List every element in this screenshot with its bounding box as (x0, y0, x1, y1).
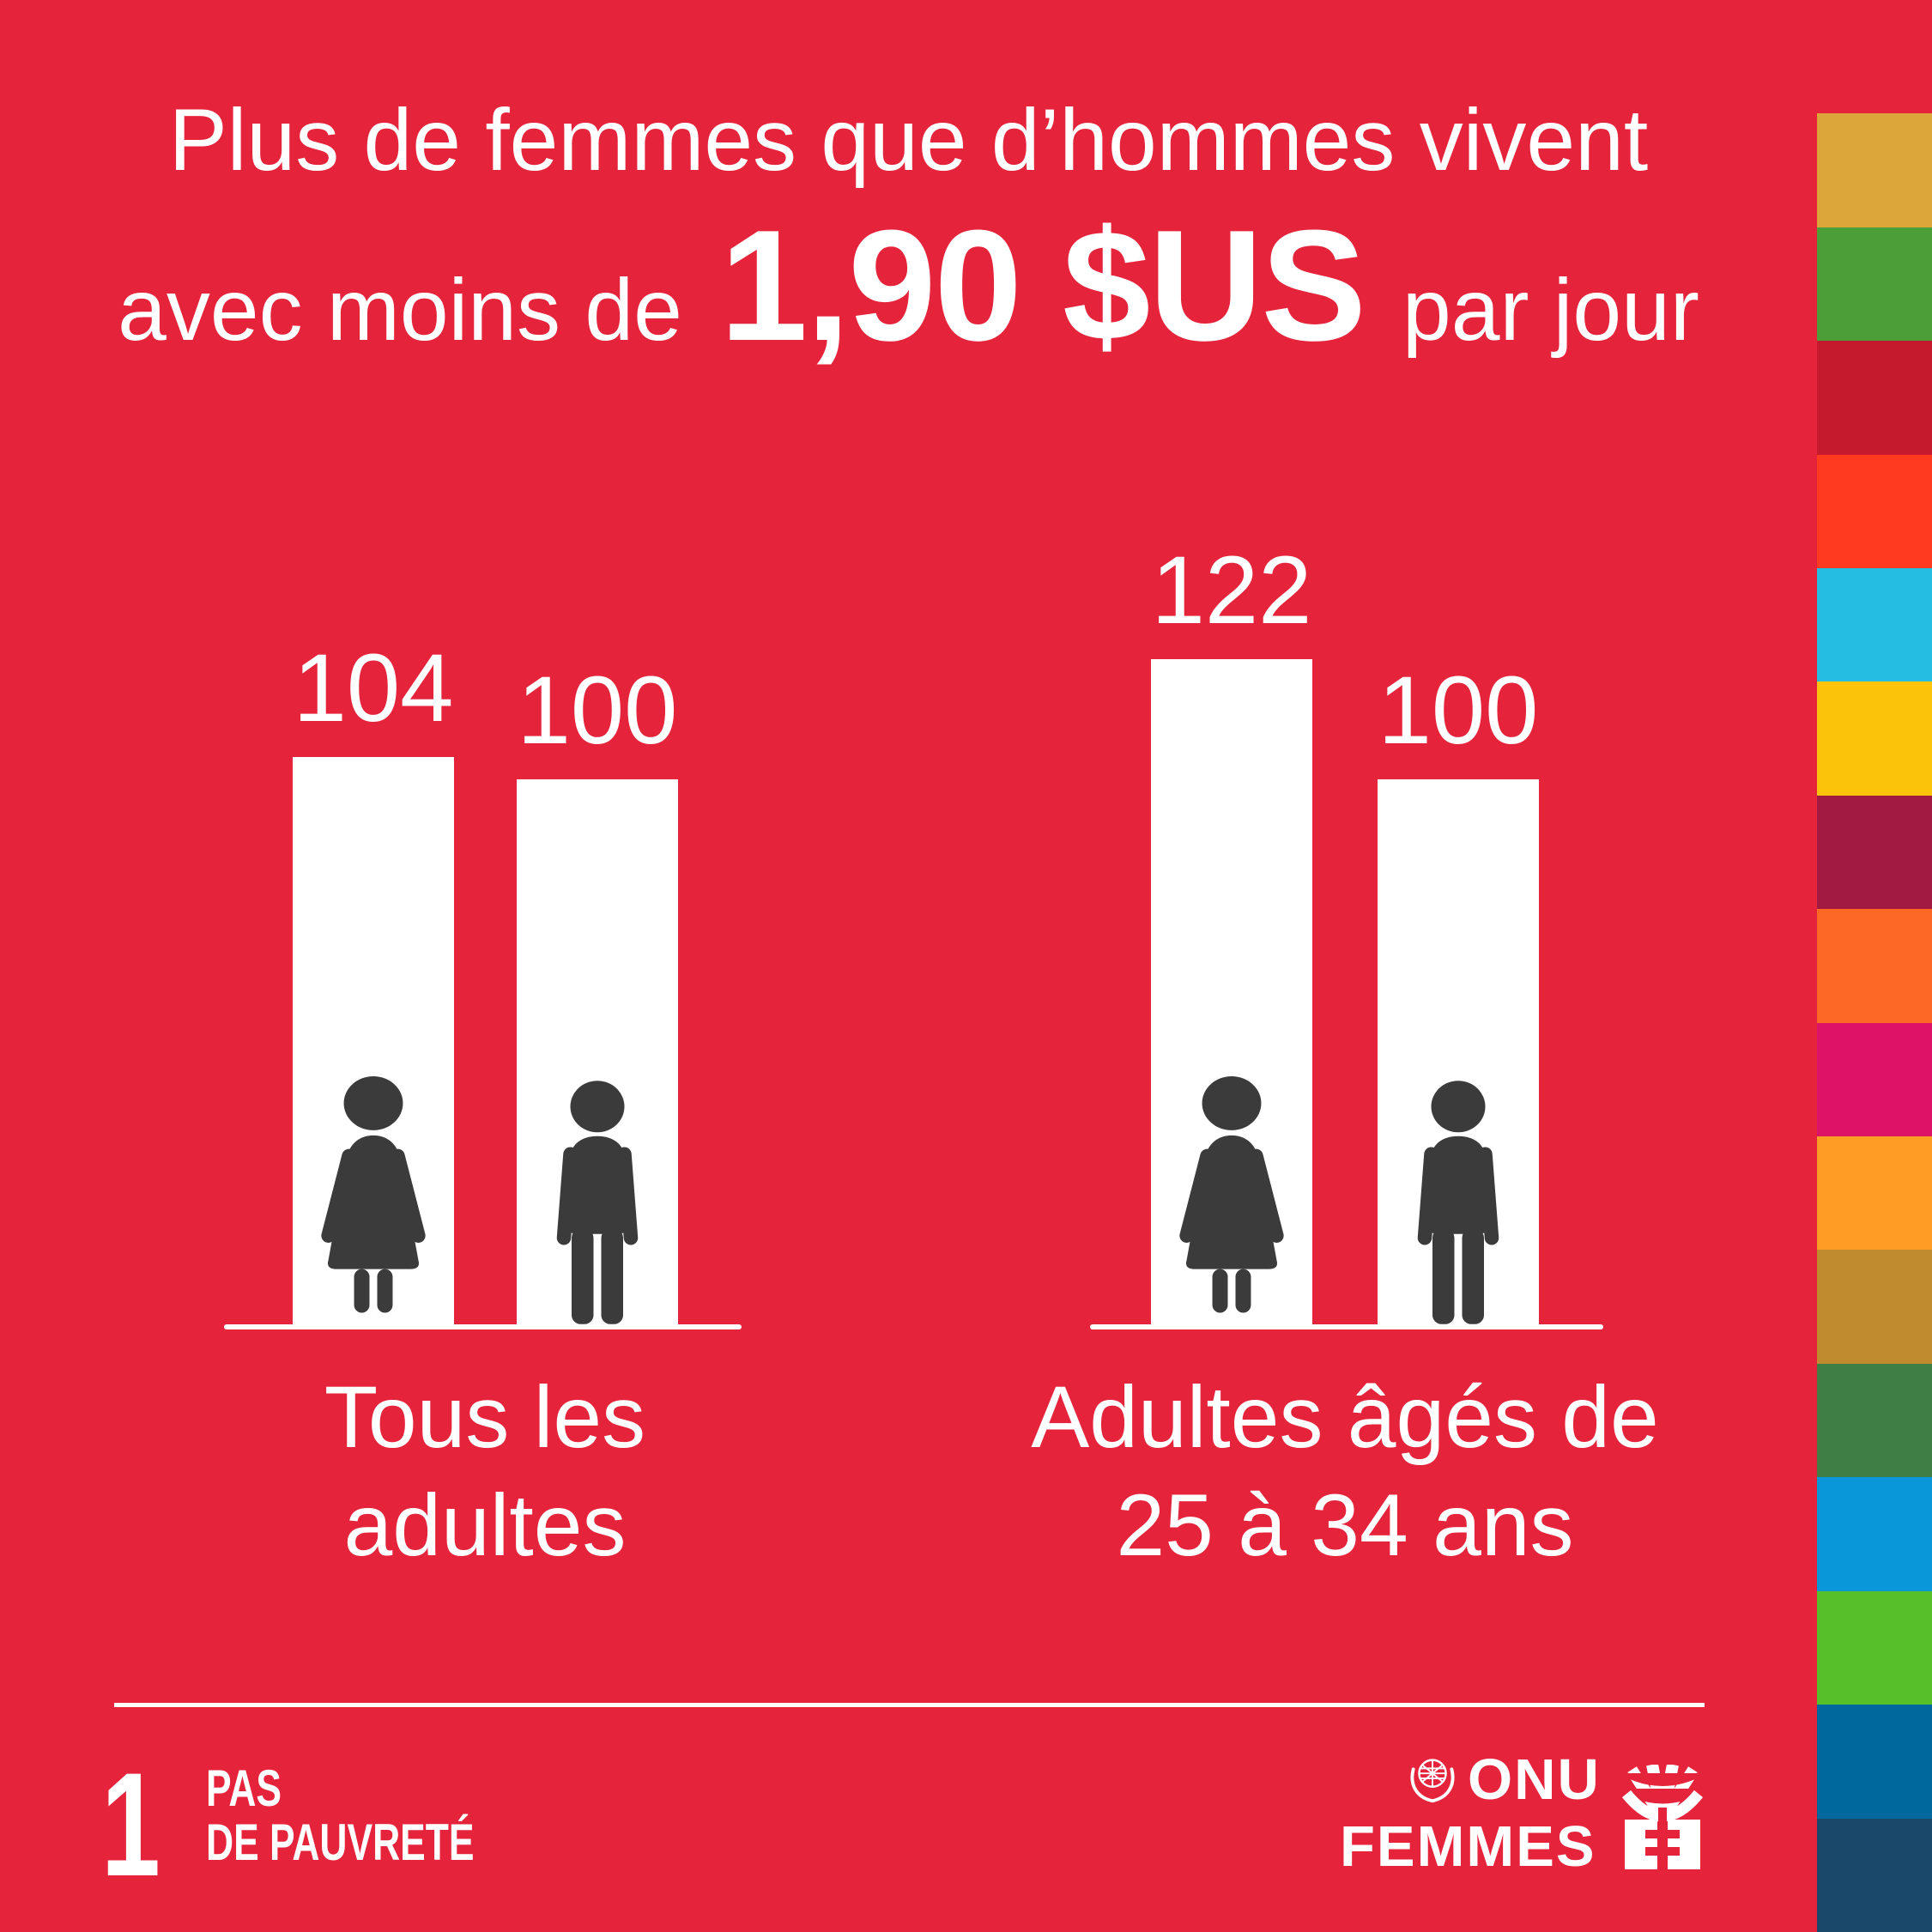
bar-column-women-25-34: 122 (1151, 542, 1312, 1327)
sdg-strip-band (1817, 1705, 1932, 1819)
sdg-strip-band (1817, 1022, 1932, 1137)
sdg-strip-band (1817, 1590, 1932, 1705)
category-label-line: adultes (343, 1476, 627, 1575)
sdg-strip-band (1817, 681, 1932, 796)
unwomen-logo-line2: FEMMES (1340, 1814, 1596, 1879)
sdg-strip-band (1817, 1363, 1932, 1478)
sdg-strip-band (1817, 1250, 1932, 1364)
man-icon (556, 1081, 639, 1324)
bar-value-label: 100 (1378, 657, 1539, 764)
title-amount-highlight: 1,90 $US (719, 197, 1366, 373)
sdg-color-strip (1817, 0, 1932, 1932)
category-label-line: 25 à 34 ans (1116, 1476, 1574, 1575)
sdg-strip-band (1817, 1818, 1932, 1932)
man-icon (1417, 1081, 1499, 1324)
sdg1-label-line1: PAS (206, 1759, 282, 1817)
title-line2-suffix: par jour (1402, 261, 1699, 359)
title-line2-prefix: avec moins de (118, 261, 682, 359)
category-label-all-adults: Tous les adultes (185, 1363, 785, 1580)
bar-women-25-34 (1151, 658, 1312, 1327)
unwomen-mark-icon (1620, 1765, 1705, 1869)
woman-icon (1179, 1076, 1284, 1313)
sdg-strip-band (1817, 341, 1932, 455)
footer-divider (114, 1703, 1705, 1707)
sdg-strip-band (1817, 113, 1932, 227)
sdg-strip-band (1817, 568, 1932, 682)
bar-value-label: 104 (293, 634, 454, 742)
category-label-25-34: Adultes âgés de 25 à 34 ans (1002, 1363, 1688, 1580)
sdg-strip-band (1817, 795, 1932, 910)
sdg1-label-line2: DE PAUVRETÉ (206, 1814, 475, 1871)
bar-value-label: 100 (517, 657, 678, 764)
sdg-strip-band (1817, 1136, 1932, 1251)
bar-men-all-adults (517, 779, 678, 1327)
bar-women-all-adults (293, 757, 454, 1327)
unwomen-logo-line1: ONU (1468, 1747, 1601, 1812)
sdg-strip-band (1817, 0, 1932, 114)
bar-column-men-all-adults: 100 (517, 663, 678, 1327)
sdg-strip-band (1817, 1477, 1932, 1591)
sdg-strip-band (1817, 454, 1932, 569)
bar-value-label: 122 (1151, 536, 1312, 644)
bar-column-women-all-adults: 104 (293, 640, 454, 1327)
category-label-line: Adultes âgés de (1031, 1368, 1659, 1466)
sdg1-label: PAS DE PAUVRETÉ (206, 1761, 474, 1869)
category-label-line: Tous les (324, 1368, 646, 1466)
baseline-all-adults (224, 1324, 742, 1329)
bar-men-25-34 (1378, 779, 1539, 1327)
bar-column-men-25-34: 100 (1378, 663, 1539, 1327)
woman-icon (321, 1076, 426, 1313)
sdg-strip-band (1817, 909, 1932, 1023)
sdg-strip-band (1817, 227, 1932, 342)
title-line2: avec moins de 1,90 $US par jour (0, 206, 1817, 364)
baseline-25-34 (1090, 1324, 1603, 1329)
un-emblem-icon (1410, 1759, 1455, 1803)
title-line1: Plus de femmes que d’hommes vivent (168, 91, 1649, 189)
sdg1-number: 1 (101, 1742, 160, 1907)
